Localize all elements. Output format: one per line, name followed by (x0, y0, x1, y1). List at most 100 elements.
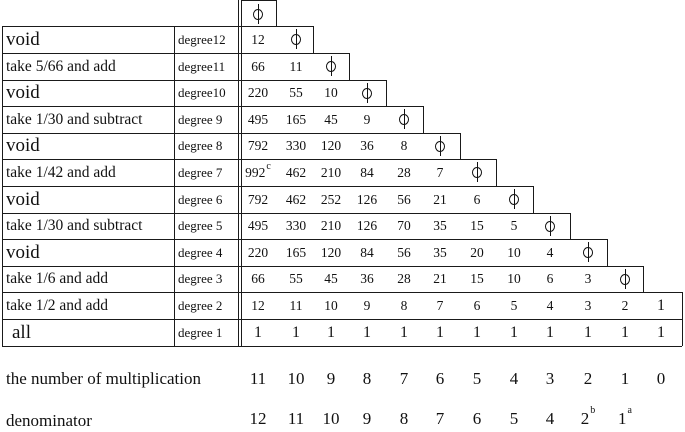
table-cell: 3 (584, 271, 592, 286)
grid-line (386, 80, 388, 106)
table-cell: 55 (289, 85, 303, 100)
table-cell: 20 (470, 244, 484, 260)
table-cell: 11 (289, 58, 303, 74)
table-cell: 10 (507, 244, 521, 260)
table-cell: 462 (285, 164, 307, 180)
grid-line (2, 159, 496, 161)
grid-line (238, 26, 240, 53)
footnote-marker: a (627, 405, 632, 416)
denominator-value: 7 (435, 409, 445, 428)
table-cell: 1 (621, 323, 629, 341)
grid-line (174, 319, 176, 346)
grid-line (241, 133, 243, 159)
multiplication-value: 9 (326, 369, 336, 388)
table-cell: 10 (324, 297, 338, 313)
table-cell: 126 (356, 218, 378, 233)
grid-line (174, 26, 176, 53)
grid-line (238, 133, 240, 159)
phi-symbol-icon (360, 83, 374, 103)
grid-line (496, 159, 498, 186)
table-cell: 15 (470, 271, 484, 286)
table-cell: 7 (436, 164, 444, 180)
grid-line (2, 239, 607, 241)
table-cell: 220 (247, 85, 269, 100)
grid-line (2, 292, 4, 319)
grid-line (2, 319, 682, 321)
grid-line (174, 159, 176, 186)
table-cell: 84 (360, 164, 374, 180)
grid-line (238, 292, 240, 319)
table-cell: 210 (320, 218, 342, 233)
table-cell: 66 (251, 271, 265, 286)
phi-symbol-icon (543, 216, 557, 236)
table-cell: 45 (324, 111, 338, 127)
grid-line (2, 266, 643, 268)
grid-line (174, 133, 176, 159)
grid-line (2, 133, 460, 135)
table-cell: 495 (247, 218, 269, 233)
table-cell: 28 (397, 271, 411, 286)
multiplication-value: 8 (362, 369, 372, 388)
denominator-value: 10 (322, 409, 340, 428)
grid-line (2, 80, 4, 106)
table-cell: 120 (320, 244, 342, 260)
table-cell: 70 (397, 218, 411, 233)
multiplication-value: 10 (287, 369, 305, 388)
table-cell: 7 (436, 297, 444, 313)
table-cell: 55 (289, 271, 303, 286)
row-label: take 1/30 and subtract (6, 217, 143, 234)
table-cell: 15 (470, 218, 484, 233)
table-cell: 1 (546, 323, 554, 341)
phi-symbol-icon (397, 109, 411, 129)
table-cell: 165 (285, 111, 307, 127)
grid-line (238, 159, 240, 186)
grid-line (607, 239, 609, 266)
phi-symbol-icon (289, 29, 303, 49)
row-degree: degree10 (178, 85, 226, 100)
phi-symbol-icon (581, 242, 595, 262)
grid-line (238, 53, 240, 80)
table-cell: 12 (251, 31, 265, 47)
row-label: void (6, 28, 40, 50)
table-cell: 330 (285, 138, 307, 153)
grid-line (241, 26, 243, 53)
row-label: take 1/30 and subtract (6, 110, 143, 128)
row-degree: degree 1 (178, 324, 223, 340)
table-cell: 6 (473, 297, 481, 313)
table-cell: 1 (510, 323, 518, 341)
grid-line (174, 80, 176, 106)
denominator-value: 4 (545, 409, 555, 428)
row-label: void (6, 188, 40, 210)
multiplication-value: 11 (249, 369, 267, 388)
grid-line (533, 186, 535, 213)
table-cell: 120 (320, 138, 342, 153)
table-cell: 1 (292, 323, 300, 341)
table-cell: 56 (397, 191, 411, 207)
footnote-marker: c (266, 160, 271, 172)
grid-line (241, 0, 243, 26)
table-cell: 792 (247, 138, 269, 153)
table-cell: 6 (473, 191, 481, 207)
grid-line (2, 292, 682, 294)
table-cell: 11 (289, 297, 303, 313)
grid-line (238, 186, 240, 213)
row-degree: degree 8 (178, 138, 223, 153)
row-label: void (6, 241, 40, 263)
phi-symbol-icon (251, 4, 265, 24)
table-cell: 1 (436, 323, 444, 341)
grid-line (174, 186, 176, 213)
denominator-value: 9 (362, 409, 372, 428)
table-cell: 1 (400, 323, 408, 341)
row-degree: degree 9 (178, 111, 223, 127)
grid-line (2, 186, 4, 213)
grid-line (682, 292, 684, 319)
grid-line (2, 213, 4, 239)
table-cell: 8 (400, 138, 408, 153)
table-cell: 992c (245, 160, 271, 180)
grid-line (2, 53, 4, 80)
table-cell: 45 (324, 271, 338, 286)
grid-line (2, 106, 423, 108)
multiplication-value: 6 (435, 369, 445, 388)
grid-line (238, 319, 240, 346)
table-cell: 21 (433, 191, 447, 207)
